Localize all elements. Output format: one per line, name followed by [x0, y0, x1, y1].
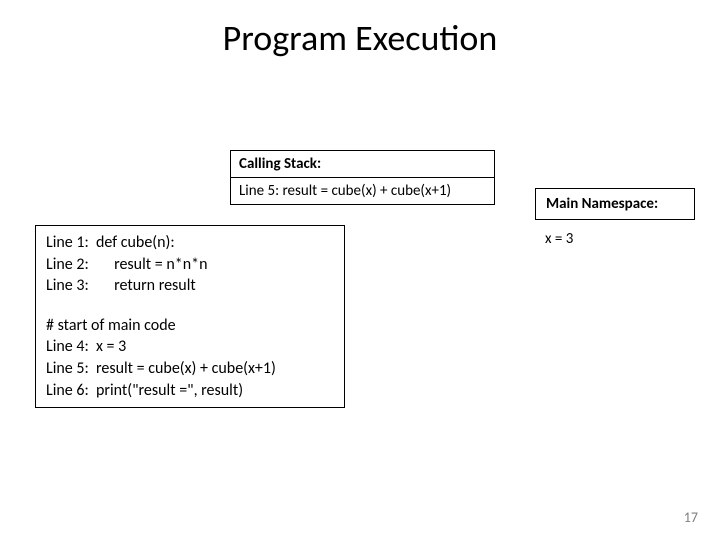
- code-box: Line 1: def cube(n): Line 2: result = n*…: [35, 225, 345, 408]
- page-number: 17: [684, 509, 698, 526]
- namespace-box: Main Namespace:: [535, 188, 695, 220]
- calling-stack-header: Calling Stack:: [231, 151, 494, 178]
- code-line-5: Line 5: result = cube(x) + cube(x+1): [46, 358, 334, 380]
- code-line-3: Line 3: return result: [46, 275, 334, 297]
- slide-title: Program Execution: [0, 16, 720, 60]
- code-line-2: Line 2: result = n*n*n: [46, 254, 334, 276]
- calling-stack-box: Calling Stack: Line 5: result = cube(x) …: [230, 150, 495, 205]
- code-line-6: Line 6: print("result =", result): [46, 380, 334, 402]
- code-comment: # start of main code: [46, 315, 334, 337]
- namespace-value: x = 3: [545, 230, 573, 248]
- calling-stack-entry: Line 5: result = cube(x) + cube(x+1): [231, 178, 494, 204]
- code-line-4: Line 4: x = 3: [46, 336, 334, 358]
- code-line-1: Line 1: def cube(n):: [46, 232, 334, 254]
